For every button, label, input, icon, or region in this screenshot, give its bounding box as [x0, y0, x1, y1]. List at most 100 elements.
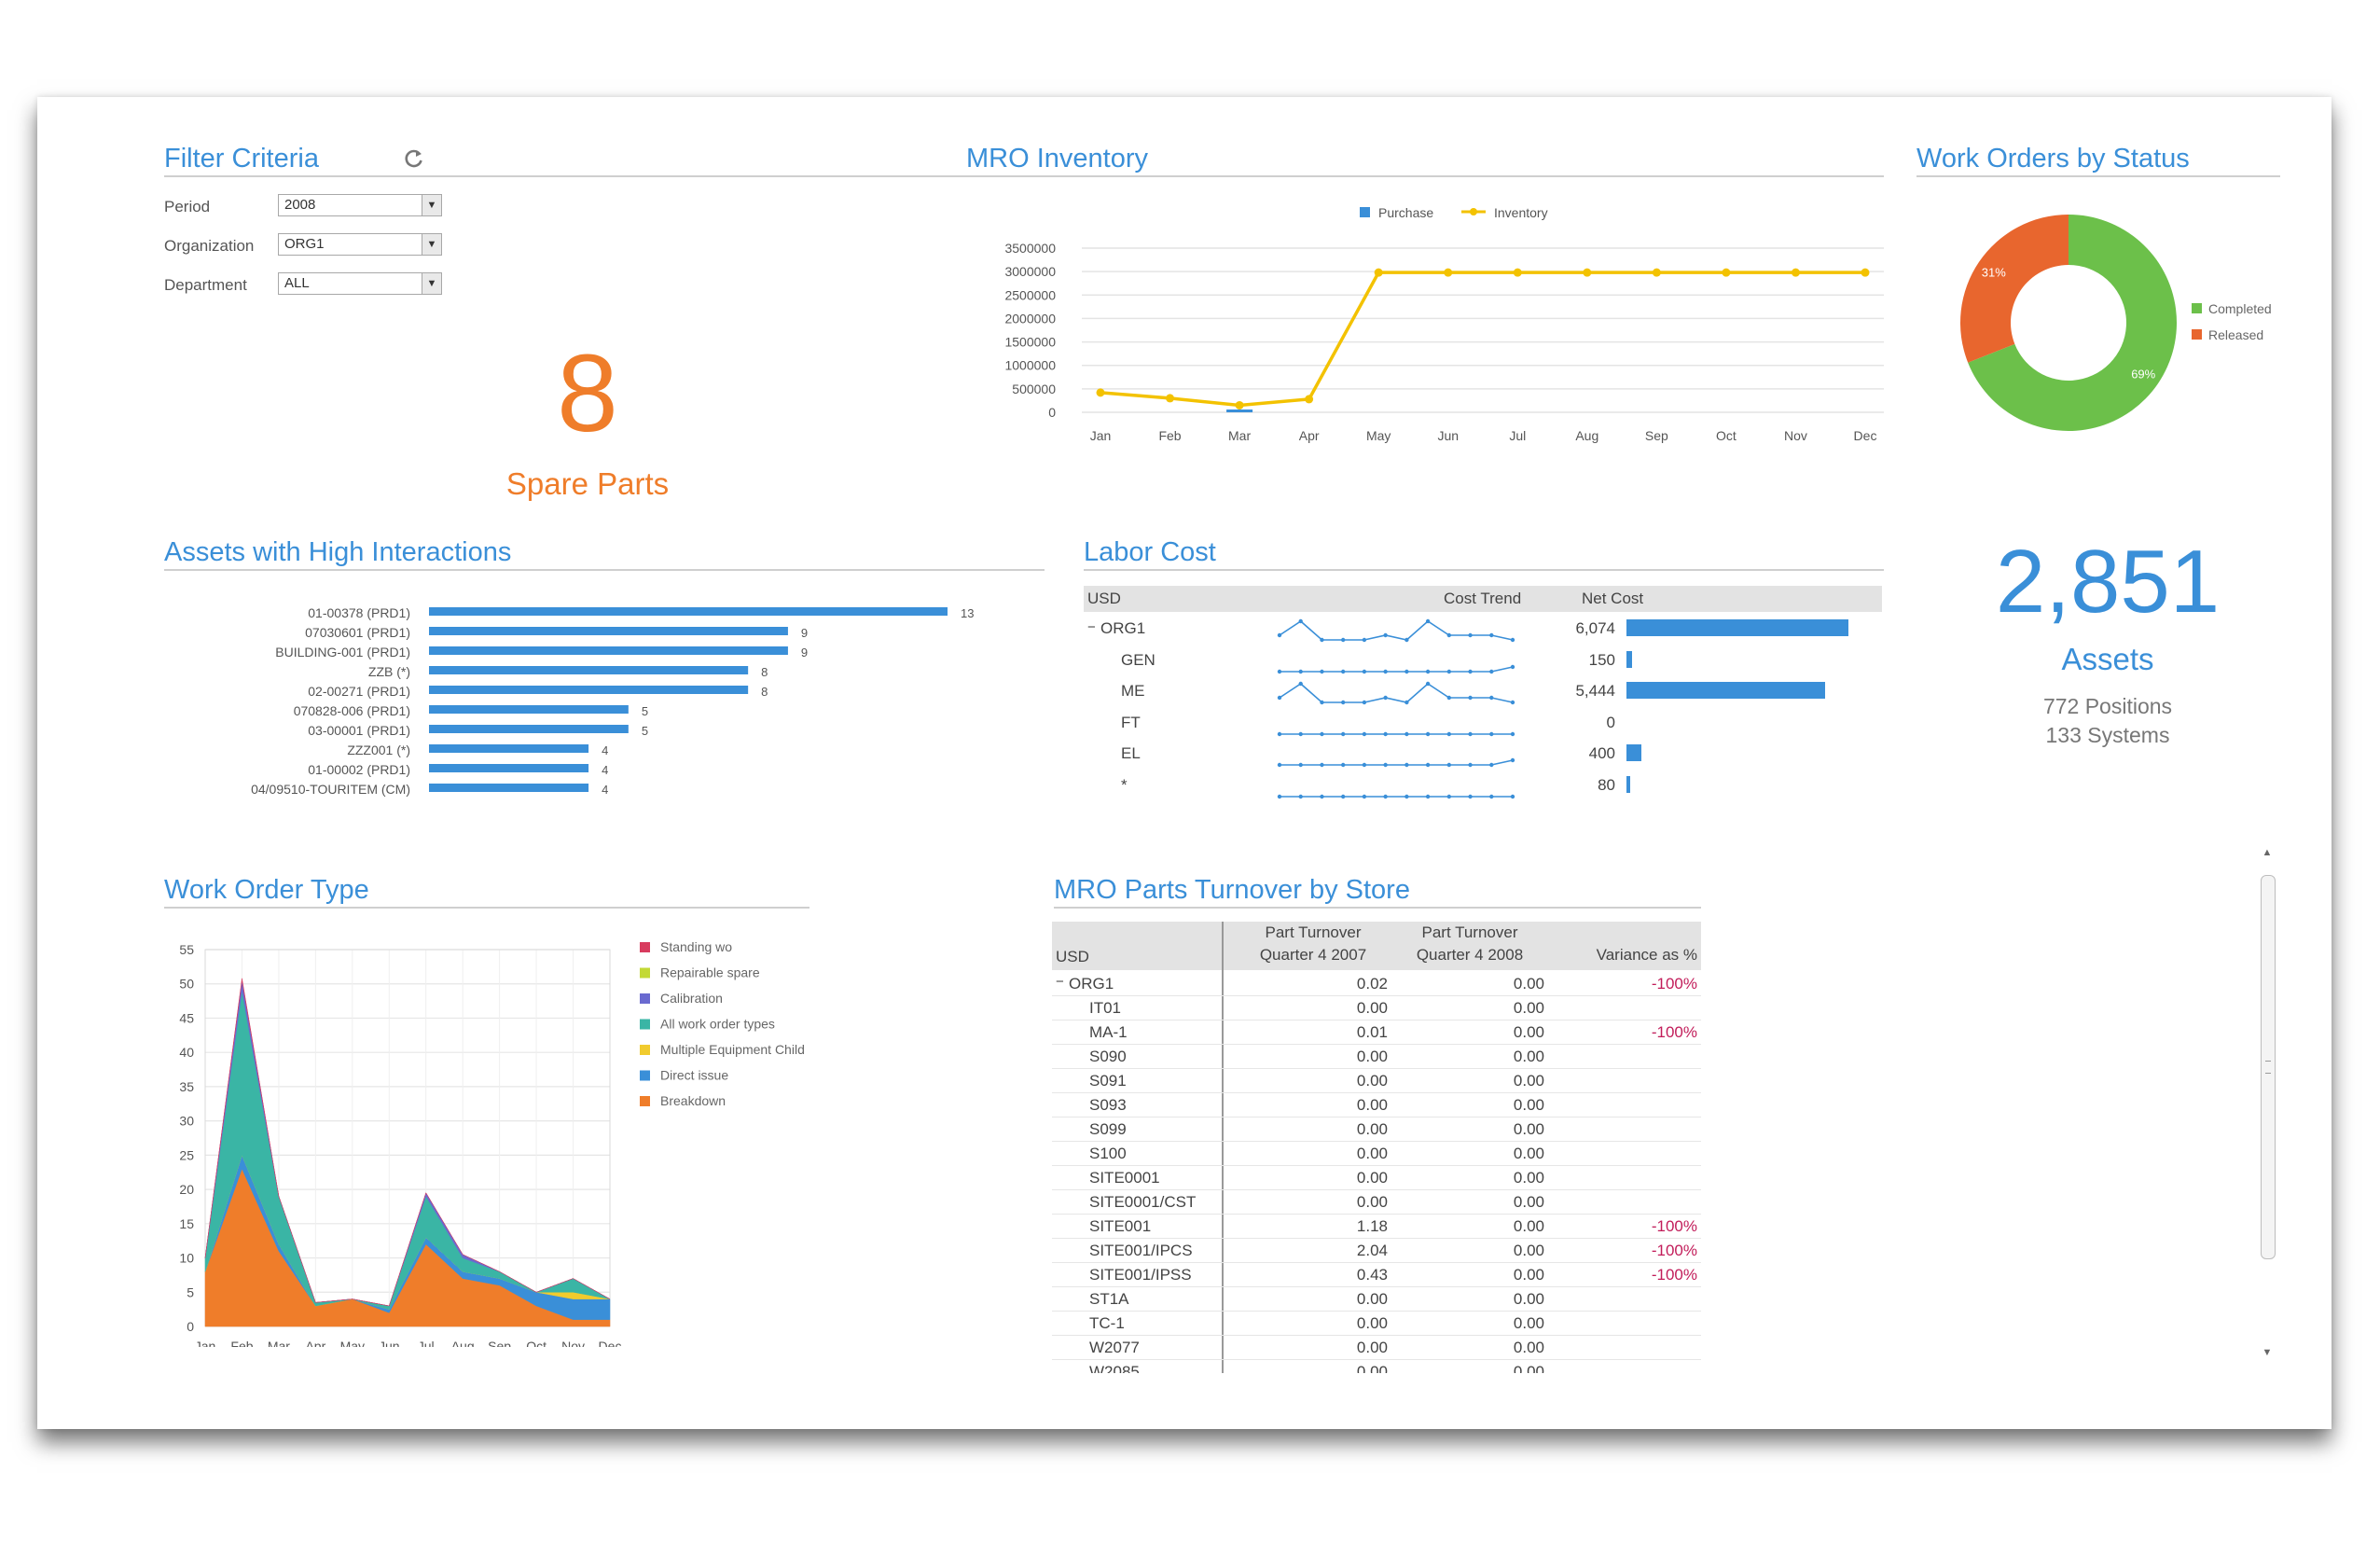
scroll-up-button[interactable]: ▲	[2262, 847, 2273, 858]
sparkline-point	[1340, 700, 1346, 705]
refresh-icon[interactable]	[401, 146, 427, 172]
chevron-down-icon[interactable]: ▼	[422, 273, 441, 294]
asset-bar-label: 07030601 (PRD1)	[305, 625, 410, 640]
parts-row-q2007: 0.00	[1356, 1120, 1388, 1138]
assets-positions: 772 Positions	[2042, 694, 2173, 718]
sparkline-point	[1320, 700, 1324, 705]
parts-table-row: SITE001/IPSS 0.43 0.00 -100%	[1052, 1263, 1701, 1287]
mro-inventory-chart: 3500000 3000000 2500000 2000000 1500000 10000…	[1004, 205, 1884, 443]
sparkline-point	[1298, 794, 1303, 798]
mro-ytick-label: 2000000	[1004, 311, 1056, 326]
sparkline-point	[1510, 757, 1515, 763]
parts-table-row: S099 0.00 0.00	[1052, 1118, 1701, 1142]
labor-row-value: 80	[1598, 775, 1615, 794]
parts-row-name: SITE0001	[1089, 1169, 1160, 1187]
assets-label: Assets	[2061, 642, 2154, 676]
sparkline-point	[1510, 700, 1515, 705]
area-ytick-label: 45	[179, 1010, 194, 1025]
asset-bar	[429, 725, 629, 733]
parts-table-row: MA-1 0.01 0.00 -100%	[1052, 1020, 1701, 1045]
area-ytick-label: 20	[179, 1182, 194, 1197]
inventory-line	[1100, 271, 1865, 408]
mro-xtick-label: Jul	[1509, 428, 1526, 443]
labor-cost-title: Labor Cost	[1084, 537, 1216, 567]
area-ytick-label: 5	[187, 1284, 194, 1299]
legend-swatch-released	[2192, 329, 2202, 340]
parts-row-q2008: 0.00	[1513, 1120, 1544, 1138]
asset-bar-value: 9	[801, 646, 808, 659]
sparkline-point	[1362, 669, 1367, 673]
area-ytick-label: 15	[179, 1216, 194, 1231]
parts-row-q2008: 0.00	[1513, 1363, 1544, 1373]
area-legend-label: Standing wo	[660, 939, 732, 954]
parts-row-name: MA-1	[1089, 1023, 1128, 1041]
parts-table-row: SITE001 1.18 0.00 -100%	[1052, 1215, 1701, 1239]
vertical-scrollbar[interactable]: ▲ ▼	[2257, 843, 2277, 1366]
sparkline-point	[1277, 762, 1282, 768]
sparkline-point	[1425, 618, 1431, 624]
spare-parts-kpi: 8 Spare Parts	[410, 338, 765, 502]
legend-label-inventory: Inventory	[1494, 205, 1548, 220]
sparkline-point	[1362, 637, 1367, 643]
area-xtick-label: Oct	[526, 1339, 547, 1347]
chevron-down-icon[interactable]: ▼	[422, 234, 441, 255]
expand-toggle-icon[interactable]: −	[1056, 974, 1064, 990]
chevron-down-icon[interactable]: ▼	[422, 195, 441, 215]
parts-header-q07-a: Part Turnover	[1265, 923, 1362, 941]
filter-select-2[interactable]: ALL ▼	[278, 272, 442, 295]
parts-header-usd: USD	[1056, 948, 1089, 965]
sparkline-line	[1280, 665, 1514, 673]
parts-header-q08-b: Quarter 4 2008	[1416, 946, 1524, 964]
sparkline-point	[1340, 794, 1346, 798]
parts-row-q2008: 0.00	[1513, 999, 1544, 1017]
net-cost-bar	[1626, 775, 1630, 793]
assets-value: 2,851	[1995, 532, 2221, 632]
area-xtick-label: Aug	[451, 1339, 475, 1347]
sparkline-point	[1468, 695, 1473, 701]
inventory-point	[1305, 395, 1314, 404]
area-xtick-label: May	[340, 1339, 365, 1347]
asset-bar-value: 8	[761, 685, 768, 699]
area-legend-swatch	[640, 1096, 650, 1106]
parts-row-q2007: 0.00	[1356, 1314, 1388, 1332]
asset-bar	[429, 646, 788, 655]
parts-row-q2007: 0.00	[1356, 1048, 1388, 1065]
parts-row-name: S099	[1089, 1120, 1127, 1138]
sparkline-point	[1320, 669, 1324, 673]
sparkline-point	[1510, 637, 1515, 643]
asset-bar-label: 02-00271 (PRD1)	[308, 684, 410, 699]
labor-row: − ORG1 6,074	[1084, 616, 1882, 646]
sparkline-point	[1298, 681, 1303, 687]
asset-bar-value: 4	[602, 743, 608, 757]
mro-ytick-label: 3000000	[1004, 264, 1056, 279]
mro-xtick-label: Feb	[1158, 428, 1181, 443]
asset-bar-label: ZZZ001 (*)	[347, 743, 410, 757]
scroll-down-button[interactable]: ▼	[2262, 1347, 2273, 1358]
filter-select-value-2: ALL	[284, 275, 310, 291]
legend-label-purchase: Purchase	[1378, 205, 1433, 220]
parts-table-row: S100 0.00 0.00	[1052, 1142, 1701, 1166]
parts-row-variance: -100%	[1651, 1266, 1697, 1284]
area-ytick-label: 40	[179, 1045, 194, 1060]
mro-xtick-label: Aug	[1575, 428, 1598, 443]
inventory-point	[1791, 268, 1800, 277]
filter-select-1[interactable]: ORG1 ▼	[278, 233, 442, 256]
scroll-thumb[interactable]	[2261, 875, 2276, 1259]
parts-table-row: − ORG1 0.02 0.00 -100%	[1052, 972, 1701, 996]
mro-xtick-label: Nov	[1784, 428, 1807, 443]
sparkline-point	[1425, 731, 1431, 736]
expand-toggle-icon[interactable]: −	[1087, 619, 1096, 635]
parts-row-q2008: 0.00	[1513, 1193, 1544, 1211]
filter-select-0[interactable]: 2008 ▼	[278, 194, 442, 216]
parts-row-name: SITE001/IPSS	[1089, 1266, 1192, 1284]
sparkline-point	[1340, 762, 1346, 768]
asset-bar-value: 4	[602, 763, 608, 777]
donut-slice-label: 69%	[2131, 368, 2155, 382]
labor-row: GEN 150	[1084, 647, 1882, 677]
sparkline-point	[1468, 762, 1473, 768]
parts-row-q2008: 0.00	[1513, 1169, 1544, 1187]
sparkline-point	[1404, 762, 1409, 768]
parts-table-row: ST1A 0.00 0.00	[1052, 1287, 1701, 1312]
area-xtick-label: Jun	[379, 1339, 400, 1347]
sparkline-point	[1383, 762, 1388, 768]
